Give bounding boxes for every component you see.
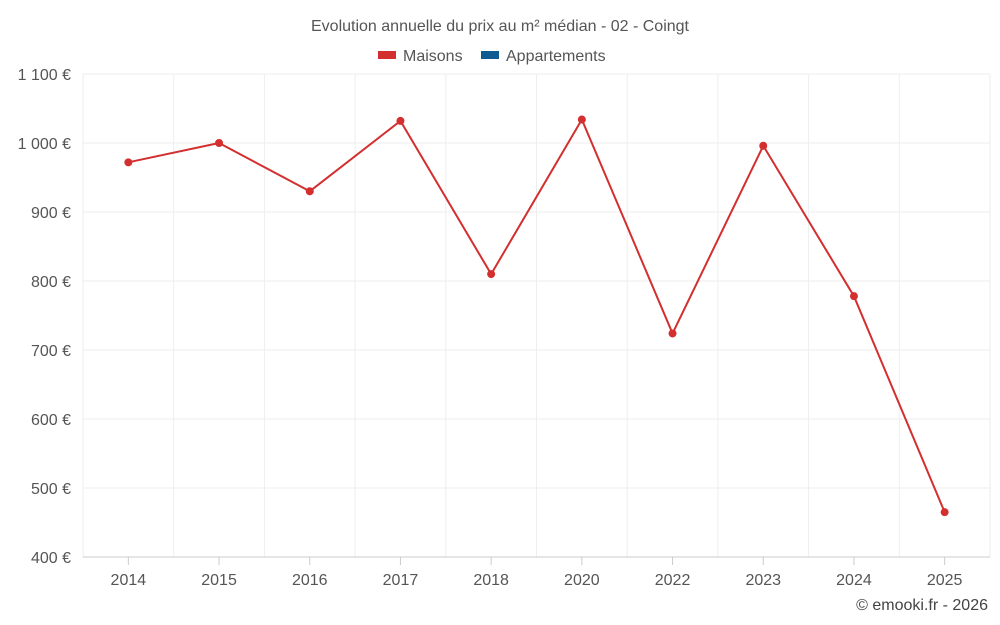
grid-layer bbox=[82, 73, 991, 557]
axis-layer: 1 100 € 1 000 € 900 € 800 € 700 € 600 € 500 € 4… bbox=[18, 67, 990, 589]
data-point[interactable] bbox=[759, 141, 768, 150]
series-line-maisons bbox=[128, 118, 946, 513]
data-point[interactable] bbox=[305, 187, 314, 196]
data-point[interactable] bbox=[940, 508, 949, 517]
credit-text: © emooki.fr - 2026 bbox=[856, 597, 988, 614]
data-point[interactable] bbox=[124, 158, 133, 167]
y-tick-label: 600 € bbox=[31, 412, 71, 429]
x-tick-label: 2014 bbox=[111, 572, 147, 589]
y-tick-label: 500 € bbox=[31, 481, 71, 498]
chart-title: Evolution annuelle du prix au m² médian … bbox=[311, 18, 690, 35]
x-tick-label: 2025 bbox=[927, 572, 963, 589]
series-layer bbox=[124, 115, 949, 517]
x-tick-label: 2020 bbox=[564, 572, 600, 589]
data-point[interactable] bbox=[215, 139, 224, 147]
y-tick-label: 400 € bbox=[31, 550, 71, 567]
x-tick-label: 2017 bbox=[383, 572, 419, 589]
legend-item-appartements[interactable]: Appartements bbox=[481, 48, 606, 65]
data-point[interactable] bbox=[487, 270, 496, 279]
x-tick-label: 2024 bbox=[836, 572, 872, 589]
data-point[interactable] bbox=[668, 329, 677, 338]
legend-swatch-maisons bbox=[378, 51, 396, 59]
y-tick-label: 900 € bbox=[31, 205, 71, 222]
y-tick-label: 800 € bbox=[31, 274, 71, 291]
x-tick-label: 2018 bbox=[473, 572, 509, 589]
legend-item-maisons[interactable]: Maisons bbox=[378, 48, 463, 65]
data-point[interactable] bbox=[396, 116, 405, 125]
data-point[interactable] bbox=[849, 292, 858, 301]
x-tick-label: 2023 bbox=[745, 572, 781, 589]
x-tick-label: 2022 bbox=[655, 572, 691, 589]
legend-swatch-appartements bbox=[481, 51, 499, 59]
y-tick-label: 1 000 € bbox=[18, 136, 71, 153]
data-point[interactable] bbox=[577, 115, 586, 124]
y-tick-label: 1 100 € bbox=[18, 67, 71, 84]
legend-label-maisons: Maisons bbox=[403, 48, 463, 65]
x-tick-label: 2016 bbox=[292, 572, 328, 589]
y-tick-label: 700 € bbox=[31, 343, 71, 360]
legend: Maisons Appartements bbox=[378, 48, 606, 65]
x-tick-label: 2015 bbox=[201, 572, 237, 589]
legend-label-appartements: Appartements bbox=[506, 48, 606, 65]
